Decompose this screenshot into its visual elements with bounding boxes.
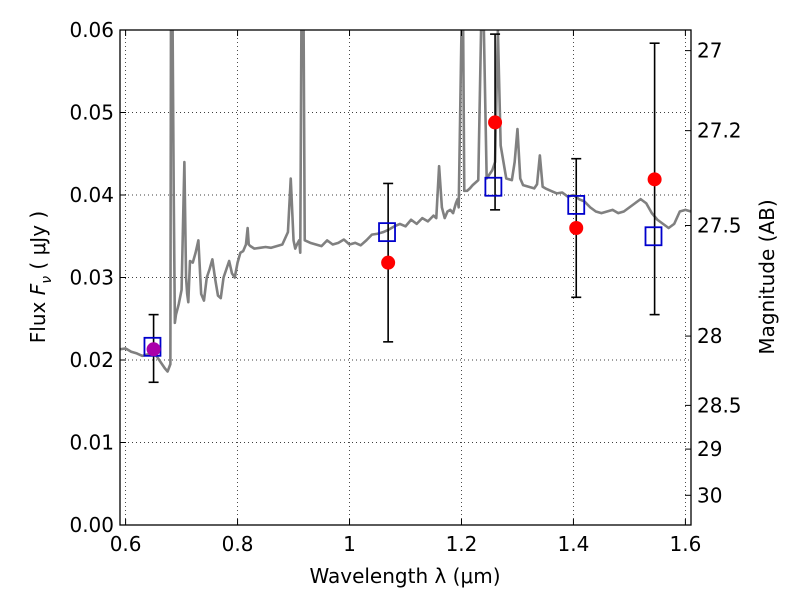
model-photometry bbox=[143, 176, 663, 357]
y-tick-label: 0.01 bbox=[69, 431, 114, 455]
model-square-marker bbox=[378, 222, 396, 243]
y2-tick-label: 27.5 bbox=[697, 214, 742, 238]
x-tick-label: 0.6 bbox=[110, 532, 142, 556]
y-tick-label: 0.04 bbox=[69, 183, 114, 207]
y2-tick-label: 27 bbox=[697, 39, 722, 63]
y2-tick-label: 27.2 bbox=[697, 119, 742, 143]
y2-tick-label: 28.5 bbox=[697, 393, 742, 417]
model-square-marker bbox=[644, 226, 663, 247]
y2-tick-label: 29 bbox=[697, 437, 722, 461]
x-axis-label: Wavelength λ (μm) bbox=[309, 564, 500, 588]
spectrum-line bbox=[120, 30, 691, 373]
y-axis-label-suffix: ( μJy ) bbox=[26, 211, 50, 276]
y-axis-label-symbol: F bbox=[26, 283, 50, 295]
y-axis-ticks: 0.00 0.01 0.02 0.03 0.04 0.05 0.06 bbox=[69, 18, 126, 537]
x-axis-ticks: 0.6 0.8 1 1.2 1.4 1.6 bbox=[110, 30, 701, 556]
x-tick-label: 0.8 bbox=[222, 532, 254, 556]
observed-circle-marker bbox=[381, 255, 396, 270]
x-tick-label: 1 bbox=[343, 532, 356, 556]
observed-circle-marker bbox=[569, 221, 584, 235]
y2-axis-label: Magnitude (AB) bbox=[755, 199, 779, 354]
y-tick-label: 0.02 bbox=[69, 348, 114, 372]
model-square-marker bbox=[567, 194, 586, 215]
observed-circle-marker bbox=[488, 115, 503, 130]
observed-circle-marker bbox=[146, 342, 161, 357]
observed-photometry bbox=[146, 115, 662, 357]
y2-axis-ticks: 27 27.2 27.5 28 28.5 29 30 bbox=[685, 39, 742, 507]
y-axis-label-subscript: ν bbox=[39, 276, 55, 284]
x-tick-label: 1.6 bbox=[669, 532, 701, 556]
x-tick-label: 1.4 bbox=[558, 532, 590, 556]
y-tick-label: 0.05 bbox=[69, 101, 114, 125]
model-spectrum bbox=[120, 30, 691, 373]
y-tick-label: 0.03 bbox=[69, 266, 114, 290]
y-tick-label: 0.00 bbox=[69, 513, 114, 537]
model-square-marker bbox=[484, 176, 503, 197]
y-axis-label: Flux Fν ( μJy ) bbox=[26, 211, 55, 343]
y2-tick-label: 30 bbox=[697, 483, 722, 507]
x-tick-label: 1.2 bbox=[446, 532, 478, 556]
observed-circle-marker bbox=[647, 172, 662, 187]
y-tick-label: 0.06 bbox=[69, 18, 114, 42]
y2-tick-label: 28 bbox=[697, 324, 722, 348]
error-bars bbox=[148, 33, 660, 384]
y-axis-label-prefix: Flux bbox=[26, 295, 50, 343]
